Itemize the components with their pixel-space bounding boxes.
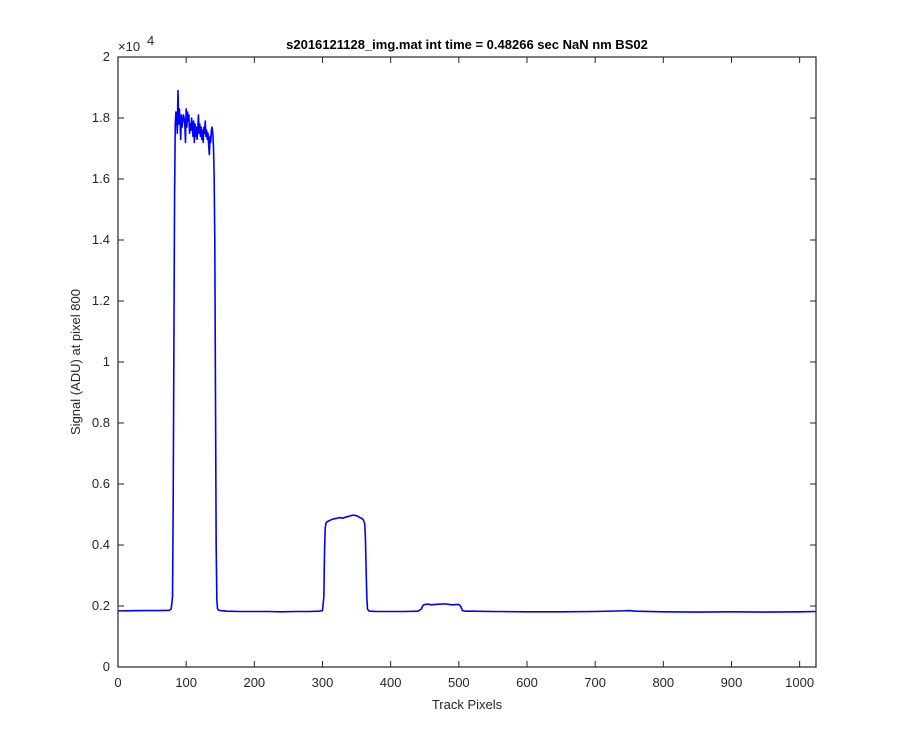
x-tick-label: 400 — [380, 675, 402, 690]
x-tick-label: 700 — [584, 675, 606, 690]
x-tick-label: 100 — [175, 675, 197, 690]
y-exponent-power: 4 — [147, 33, 154, 48]
x-tick-label: 900 — [721, 675, 743, 690]
chart-root: 0 100 200 300 400 500 600 700 800 900 1000 0 0.2 0.4 0… — [68, 33, 817, 712]
y-tick-label: 1.2 — [92, 293, 110, 308]
x-tick-label: 1000 — [785, 675, 814, 690]
y-tick-label: 0.8 — [92, 415, 110, 430]
x-tick-label: 0 — [114, 675, 121, 690]
x-tick-label: 200 — [243, 675, 265, 690]
y-tick-label: 0 — [103, 659, 110, 674]
x-tick-label: 300 — [312, 675, 334, 690]
y-tick-label: 1.8 — [92, 110, 110, 125]
plot-area — [118, 57, 816, 667]
y-exponent-label: ×10 — [118, 39, 140, 54]
y-tick-label: 1.6 — [92, 171, 110, 186]
x-tick-label: 500 — [448, 675, 470, 690]
y-tick-label: 0.6 — [92, 476, 110, 491]
x-axis-label: Track Pixels — [432, 697, 503, 712]
chart-title: s2016121128_img.mat int time = 0.48266 s… — [286, 37, 648, 52]
y-tick-label: 1 — [103, 354, 110, 369]
y-tick-label: 0.2 — [92, 598, 110, 613]
x-tick-label: 800 — [652, 675, 674, 690]
y-axis-label: Signal (ADU) at pixel 800 — [68, 289, 83, 435]
y-tick-label: 2 — [103, 49, 110, 64]
y-tick-label: 0.4 — [92, 537, 110, 552]
x-tick-label: 600 — [516, 675, 538, 690]
series-line — [117, 89, 817, 613]
y-tick-label: 1.4 — [92, 232, 110, 247]
